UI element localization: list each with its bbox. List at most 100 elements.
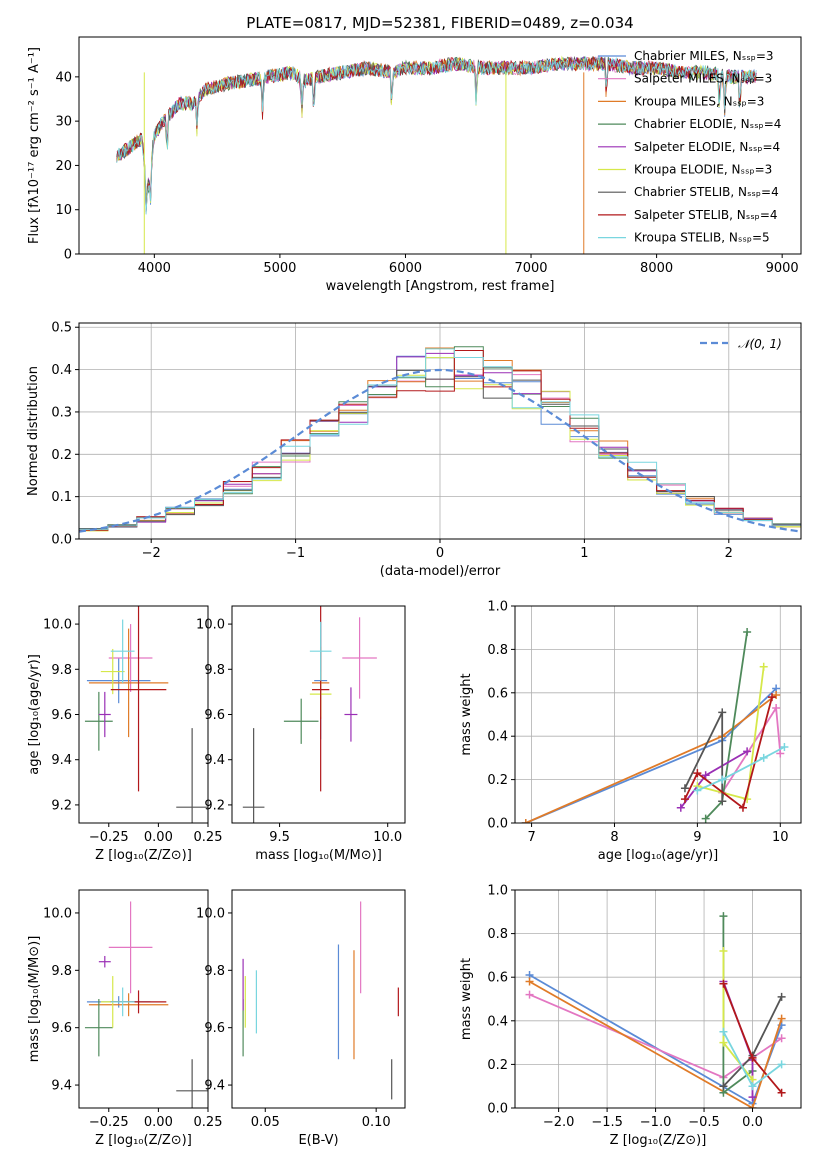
- mass_vs_Z-frame: −0.25 0.00 0.25 9.4 9.6 9.8 10.0 Z [log₁₀(Z/Z⊙)…: [27, 889, 223, 1148]
- weight-line: [722, 916, 754, 1095]
- y-axis-label: age [log₁₀(age/yr)]: [27, 654, 42, 775]
- weight-marker: [719, 947, 728, 956]
- x-tick-label: −1.5: [591, 1115, 623, 1130]
- x-tick-label: 0.25: [194, 1115, 223, 1130]
- spectrum-frame: 4000 5000 6000 7000 8000 9000 0 10 20 30 40 wavelen…: [27, 36, 802, 294]
- x-tick-label: 8: [610, 830, 618, 845]
- y-tick-label: 0.6: [487, 971, 508, 986]
- weight-marker: [701, 771, 710, 780]
- age_vs_mass-frame: 9.5 10.0 9.2 9.4 9.6 9.8 10.0 mass [log₁₀(M/M⊙)…: [196, 605, 406, 863]
- histogram-plot-area: [79, 346, 801, 539]
- age_vs_mass-plot-area: [242, 606, 377, 823]
- legend-entry: Kroupa STELIB, Nₛₛₚ=5: [634, 231, 770, 245]
- y-tick-label: 0: [64, 248, 72, 263]
- x-tick-label: 0.00: [144, 830, 173, 845]
- legend-entry: Kroupa ELODIE, Nₛₛₚ=3: [634, 163, 772, 177]
- x-tick-label: 1: [580, 546, 588, 561]
- legend-entry: Salpeter STELIB, Nₛₛₚ=4: [634, 208, 778, 222]
- y-axis-label: mass weight: [459, 673, 474, 755]
- x-tick-label: −0.25: [89, 830, 129, 845]
- y-tick-label: 9.6: [51, 1021, 72, 1036]
- y-tick-label: 0.4: [487, 1014, 508, 1029]
- axes-frame: [514, 605, 802, 824]
- x-tick-label: 0: [436, 546, 444, 561]
- y-tick-label: 9.8: [204, 964, 225, 979]
- weight-marker: [738, 803, 747, 812]
- y-tick-label: 0.0: [487, 1102, 508, 1117]
- y-tick-label: 9.4: [51, 753, 72, 768]
- histogram-step-kroupa-stelib: [79, 348, 801, 539]
- y-tick-label: 9.2: [204, 798, 225, 813]
- y-tick-label: 9.8: [51, 663, 72, 678]
- weight-line: [529, 980, 783, 1108]
- x-tick-label: −0.25: [89, 1115, 129, 1130]
- y-tick-label: 9.6: [51, 708, 72, 723]
- legend-entry: Chabrier MILES, Nₛₛₚ=3: [634, 49, 774, 63]
- histogram-axes: [79, 323, 801, 540]
- x-tick-label: 2: [725, 546, 733, 561]
- age_vs_Z-axes: [84, 606, 208, 823]
- x-axis-label: wavelength [Angstrom, rest frame]: [326, 279, 555, 294]
- x-tick-label: 10: [772, 830, 789, 845]
- x-axis-label: (data-model)/error: [380, 564, 501, 579]
- legend-entry: Chabrier STELIB, Nₛₛₚ=4: [634, 185, 779, 199]
- y-tick-label: 0.5: [51, 321, 72, 336]
- y-tick-label: 0.2: [487, 773, 508, 788]
- y-tick-label: 0.1: [51, 490, 72, 505]
- axes-frame: [78, 36, 802, 255]
- x-tick-label: 7: [527, 830, 535, 845]
- x-tick-label: −1: [286, 546, 305, 561]
- x-tick-label: 10.0: [373, 830, 402, 845]
- x-axis-label: Z [log₁₀(Z/Z⊙)]: [95, 1133, 192, 1148]
- x-axis-label: Z [log₁₀(Z/Z⊙)]: [610, 1133, 707, 1148]
- x-tick-label: 9: [693, 830, 701, 845]
- legend: Chabrier MILES, Nₛₛₚ=3 Salpeter MILES, Nₛ…: [598, 49, 781, 245]
- y-tick-label: 30: [55, 115, 72, 130]
- x-tick-label: 0.00: [144, 1115, 173, 1130]
- weight_vs_Z-frame: −2.0 −1.5 −1.0 −0.5 0.0 0.0 0.2 0.4 0.6 0.8 1.0 Z […: [459, 884, 802, 1148]
- weight-marker: [772, 703, 781, 712]
- weight-marker: [776, 749, 785, 758]
- x-tick-label: −2: [142, 546, 161, 561]
- weight_vs_age-plot-area: [521, 628, 789, 823]
- weight-line: [684, 696, 773, 810]
- weight-marker: [525, 990, 534, 999]
- y-axis-label: mass weight: [459, 958, 474, 1040]
- x-tick-label: 7000: [514, 261, 547, 276]
- weight-marker: [521, 819, 530, 823]
- weight-marker: [693, 786, 702, 795]
- x-tick-label: 0.05: [251, 1115, 280, 1130]
- axes-frame: [514, 889, 802, 1109]
- x-tick-label: −0.5: [688, 1115, 720, 1130]
- weight-marker: [701, 814, 710, 823]
- weight-marker: [748, 1093, 757, 1102]
- legend-entry: 𝒩(0, 1): [738, 337, 782, 351]
- weight-marker: [780, 743, 789, 752]
- weight-marker: [680, 784, 689, 793]
- weight-marker: [719, 1027, 728, 1036]
- weight-marker: [772, 690, 781, 699]
- weight-marker: [759, 662, 768, 671]
- y-tick-label: 9.8: [51, 964, 72, 979]
- weight-marker: [777, 1014, 786, 1023]
- age_vs_mass-axes: [242, 606, 377, 823]
- weight-marker: [748, 1104, 757, 1108]
- x-tick-label: 5000: [263, 261, 296, 276]
- weight-marker: [719, 1082, 728, 1091]
- weight-marker: [777, 1088, 786, 1097]
- gaussian-curve: [79, 368, 801, 533]
- y-tick-label: 9.6: [204, 708, 225, 723]
- age_vs_Z-plot-area: [84, 606, 208, 823]
- y-tick-label: 10.0: [43, 906, 72, 921]
- weight-marker: [719, 979, 728, 988]
- y-tick-label: 0.8: [487, 643, 508, 658]
- y-axis-label: Normed distribution: [26, 366, 41, 496]
- y-tick-label: 0.6: [487, 686, 508, 701]
- histogram-frame: −2 −1 0 1 2 0.0 0.1 0.2 0.3 0.4 0.5 (data-model)/er…: [26, 321, 802, 579]
- y-tick-label: 40: [55, 70, 72, 85]
- y-tick-label: 0.3: [51, 405, 72, 420]
- weight-marker: [525, 977, 534, 986]
- weight-marker: [718, 775, 727, 784]
- y-axis-label: Flux [fλ10⁻¹⁷ erg cm⁻² s⁻¹ A⁻¹]: [27, 47, 42, 244]
